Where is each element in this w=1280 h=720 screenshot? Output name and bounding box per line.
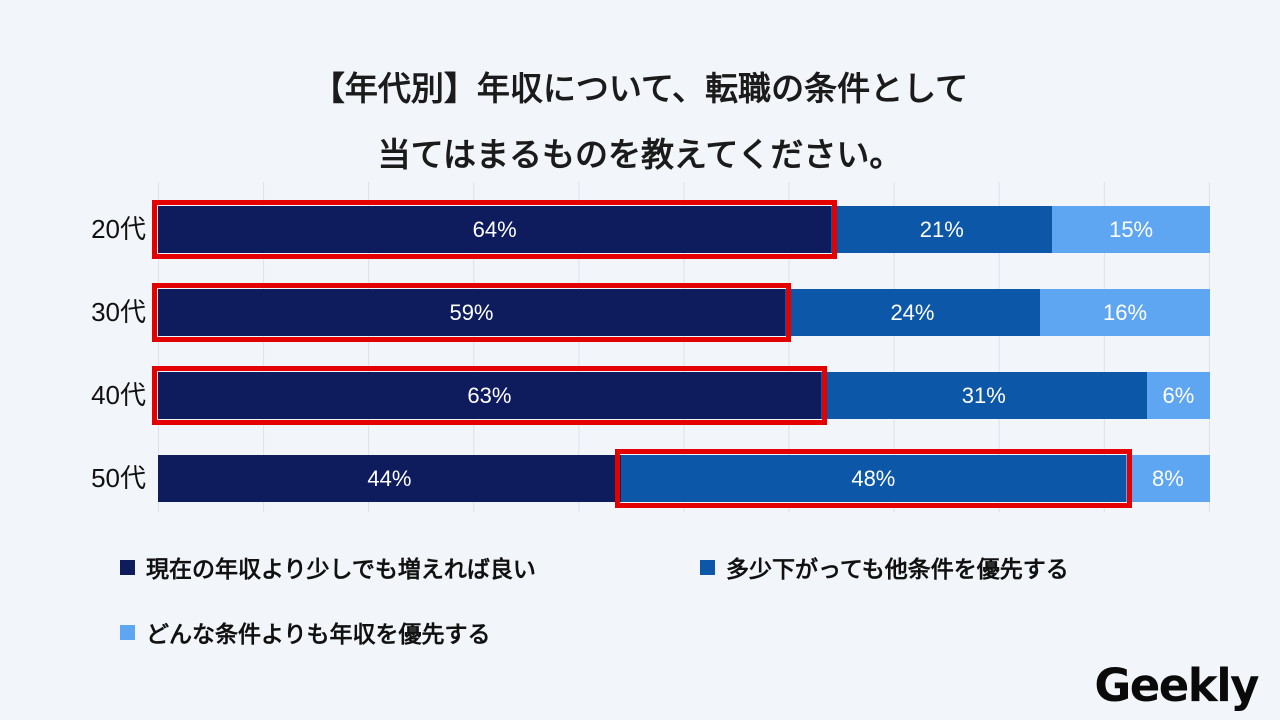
bar-value-label: 6% xyxy=(1162,382,1195,408)
bar-segment: 48% xyxy=(614,449,1132,508)
stacked-bar-chart: 20代 64% 21% 15% 30代 59% 24% 16% 40代 63% 31% 6% 50代 44… xyxy=(91,182,1211,512)
bar-segment: 6% xyxy=(1146,372,1211,419)
bar-value-label: 8% xyxy=(1152,465,1184,491)
bar-segment: 63% xyxy=(152,366,827,425)
bar-segment: 8% xyxy=(1125,455,1210,502)
legend-swatch xyxy=(120,624,135,640)
chart-row: 30代 59% 24% 16% xyxy=(91,283,1210,342)
row-bars: 44% 48% 8% xyxy=(158,449,1210,508)
legend-swatch xyxy=(120,559,135,575)
row-bars: 63% 31% 6% xyxy=(152,366,1211,425)
bar-value-label: 59% xyxy=(449,299,494,325)
bar-segment: 64% xyxy=(152,200,838,259)
chart-title-line-1: 【年代別】年収について、転職の条件として xyxy=(311,70,969,107)
bar-segment: 31% xyxy=(820,372,1147,419)
bar-value-label: 21% xyxy=(919,216,964,242)
legend-label: どんな条件よりも年収を優先する xyxy=(146,621,491,647)
legend-label: 多少下がっても他条件を優先する xyxy=(726,556,1069,582)
bar-segment: 21% xyxy=(831,206,1053,253)
bar-segment: 16% xyxy=(1039,289,1210,336)
chart-title: 【年代別】年収について、転職の条件として 当てはまるものを教えてください。 xyxy=(0,56,1280,188)
bar-segment: 15% xyxy=(1052,206,1210,253)
bar-value-label: 16% xyxy=(1102,299,1148,325)
row-bars: 59% 24% 16% xyxy=(152,283,1210,342)
bar-segment: 59% xyxy=(152,283,791,342)
legend-item: どんな条件よりも年収を優先する xyxy=(120,615,491,649)
chart-title-line-2: 当てはまるものを教えてください。 xyxy=(377,136,903,173)
bar-value-label: 24% xyxy=(890,299,935,325)
row-bars: 64% 21% 15% xyxy=(152,200,1210,259)
chart-row: 50代 44% 48% 8% xyxy=(91,449,1210,508)
y-axis-label: 40代 xyxy=(91,380,146,410)
legend-item: 多少下がっても他条件を優先する xyxy=(700,550,1069,584)
y-axis-label: 20代 xyxy=(91,214,146,244)
bar-value-label: 63% xyxy=(467,382,512,408)
bar-value-label: 15% xyxy=(1109,216,1154,242)
bar-segment: 24% xyxy=(784,289,1040,336)
y-axis-label: 30代 xyxy=(91,297,146,327)
bar-segment: 44% xyxy=(158,455,621,502)
chart-row: 40代 63% 31% 6% xyxy=(91,366,1211,425)
y-axis-label: 50代 xyxy=(91,463,146,493)
legend-swatch xyxy=(700,559,715,575)
legend-label: 現在の年収より少しでも増えれば良い xyxy=(146,556,536,582)
geekly-logo: Geekly xyxy=(1094,659,1259,712)
legend-item: 現在の年収より少しでも増えれば良い xyxy=(120,550,536,584)
bar-value-label: 44% xyxy=(367,465,412,491)
bar-value-label: 48% xyxy=(851,465,896,491)
bar-value-label: 64% xyxy=(472,216,517,242)
bar-value-label: 31% xyxy=(961,382,1006,408)
chart-row: 20代 64% 21% 15% xyxy=(91,200,1210,259)
